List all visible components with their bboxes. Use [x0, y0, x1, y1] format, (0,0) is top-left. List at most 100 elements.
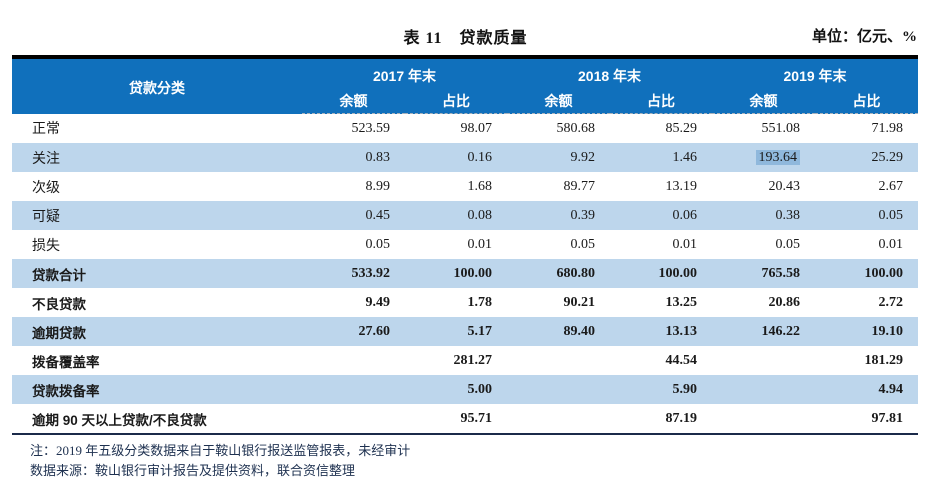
- cell-value: 523.59: [302, 113, 405, 143]
- row-label: 拨备覆盖率: [12, 346, 302, 375]
- subheader-ratio-2018: 占比: [610, 89, 713, 114]
- table-row: 不良贷款 9.49 1.78 90.21 13.25 20.86 2.72: [12, 288, 919, 317]
- cell-value: 0.08: [405, 201, 508, 230]
- cell-value: 0.05: [815, 201, 919, 230]
- cell-value: 146.22: [712, 317, 816, 346]
- cell-value: 87.19: [610, 404, 713, 434]
- row-label: 贷款合计: [12, 259, 302, 288]
- cell-value: 13.13: [610, 317, 713, 346]
- cell-value: 0.83: [302, 143, 405, 172]
- cell-value: 1.78: [405, 288, 508, 317]
- row-label: 不良贷款: [12, 288, 302, 317]
- row-label: 贷款拨备率: [12, 375, 302, 404]
- cell-value: 0.39: [507, 201, 611, 230]
- cell-value: 0.38: [712, 201, 816, 230]
- table-body: 正常 523.59 98.07 580.68 85.29 551.08 71.98 关注 0.8…: [12, 113, 919, 434]
- subheader-balance-2019: 余额: [712, 89, 816, 114]
- cell-value: 2.72: [815, 288, 919, 317]
- cell-value: 0.05: [712, 230, 816, 259]
- cell-value: 13.25: [610, 288, 713, 317]
- loan-quality-table: 贷款分类 2017 年末 2018 年末 2019 年末 余额 占比 余额 占比…: [12, 55, 919, 435]
- cell-value: 44.54: [610, 346, 713, 375]
- cell-value: 0.01: [405, 230, 508, 259]
- cell-value: [712, 346, 816, 375]
- cell-value: [302, 346, 405, 375]
- table-row: 贷款合计 533.92 100.00 680.80 100.00 765.58 100.00: [12, 259, 919, 288]
- cell-value: 85.29: [610, 113, 713, 143]
- cell-value: 100.00: [815, 259, 919, 288]
- cell-value: 89.40: [507, 317, 611, 346]
- cell-value: 100.00: [610, 259, 713, 288]
- highlighted-value: 193.64: [755, 149, 801, 165]
- cell-value: 13.19: [610, 172, 713, 201]
- table-row: 损失 0.05 0.01 0.05 0.01 0.05 0.01: [12, 230, 919, 259]
- cell-value: 20.43: [712, 172, 816, 201]
- table-row: 逾期 90 天以上贷款/不良贷款 95.71 87.19 97.81: [12, 404, 919, 434]
- row-label: 关注: [12, 143, 302, 172]
- cell-value: 5.00: [405, 375, 508, 404]
- unit-label: 单位：亿元、%: [811, 29, 917, 45]
- cell-value: 0.45: [302, 201, 405, 230]
- row-label: 逾期贷款: [12, 317, 302, 346]
- cell-value: 193.64: [712, 143, 816, 172]
- cell-value: 0.05: [302, 230, 405, 259]
- row-label: 逾期 90 天以上贷款/不良贷款: [12, 404, 302, 434]
- cell-value: 2.67: [815, 172, 919, 201]
- table-row: 关注 0.83 0.16 9.92 1.46 193.64 25.29: [12, 143, 919, 172]
- table-row: 拨备覆盖率 281.27 44.54 181.29: [12, 346, 919, 375]
- cell-value: 8.99: [302, 172, 405, 201]
- subheader-ratio-2017: 占比: [405, 89, 508, 114]
- row-label: 损失: [12, 230, 302, 259]
- cell-value: 95.71: [405, 404, 508, 434]
- cell-value: 98.07: [405, 113, 508, 143]
- cell-value: [302, 375, 405, 404]
- cell-value: 71.98: [815, 113, 919, 143]
- cell-value: 1.46: [610, 143, 713, 172]
- subheader-balance-2018: 余额: [507, 89, 611, 114]
- table-row: 逾期贷款 27.60 5.17 89.40 13.13 146.22 19.10: [12, 317, 919, 346]
- cell-value: 9.49: [302, 288, 405, 317]
- cell-value: 0.05: [507, 230, 611, 259]
- header-year-2019: 2019 年末: [712, 57, 919, 89]
- cell-value: 5.17: [405, 317, 508, 346]
- table-header: 贷款分类 2017 年末 2018 年末 2019 年末 余额 占比 余额 占比…: [12, 57, 919, 114]
- cell-value: 0.01: [815, 230, 919, 259]
- cell-value: 97.81: [815, 404, 919, 434]
- table-row: 可疑 0.45 0.08 0.39 0.06 0.38 0.05: [12, 201, 919, 230]
- cell-value: 5.90: [610, 375, 713, 404]
- cell-value: 181.29: [815, 346, 919, 375]
- cell-value: 4.94: [815, 375, 919, 404]
- cell-value: [302, 404, 405, 434]
- cell-value: 0.16: [405, 143, 508, 172]
- cell-value: 20.86: [712, 288, 816, 317]
- cell-value: 25.29: [815, 143, 919, 172]
- cell-value: 89.77: [507, 172, 611, 201]
- row-label: 次级: [12, 172, 302, 201]
- cell-value: 0.01: [610, 230, 713, 259]
- cell-value: [712, 404, 816, 434]
- table-row: 次级 8.99 1.68 89.77 13.19 20.43 2.67: [12, 172, 919, 201]
- cell-value: [712, 375, 816, 404]
- table-row: 贷款拨备率 5.00 5.90 4.94: [12, 375, 919, 404]
- header-loan-classification: 贷款分类: [12, 57, 302, 114]
- cell-value: [507, 375, 611, 404]
- data-source-note: 数据来源：鞍山银行审计报告及提供资料，联合资信整理: [30, 463, 356, 478]
- header-year-2017: 2017 年末: [302, 57, 508, 89]
- header-year-2018: 2018 年末: [507, 57, 713, 89]
- table-title: 表 11 贷款质量: [403, 30, 528, 47]
- cell-value: 765.58: [712, 259, 816, 288]
- cell-value: 533.92: [302, 259, 405, 288]
- cell-value: 27.60: [302, 317, 405, 346]
- cell-value: 9.92: [507, 143, 611, 172]
- cell-value: [507, 404, 611, 434]
- cell-value: [507, 346, 611, 375]
- cell-value: 551.08: [712, 113, 816, 143]
- cell-value: 580.68: [507, 113, 611, 143]
- cell-value: 90.21: [507, 288, 611, 317]
- cell-value: 19.10: [815, 317, 919, 346]
- cell-value: 0.06: [610, 201, 713, 230]
- row-label: 正常: [12, 113, 302, 143]
- table-note: 注：2019 年五级分类数据来自于鞍山银行报送监管报表，未经审计: [30, 443, 411, 458]
- cell-value: 680.80: [507, 259, 611, 288]
